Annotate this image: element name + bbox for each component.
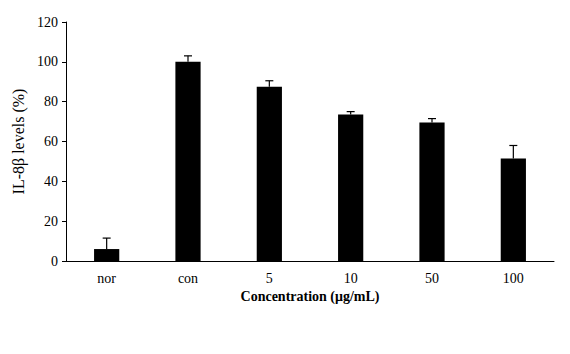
svg-text:100: 100 <box>503 271 524 286</box>
svg-text:50: 50 <box>425 271 439 286</box>
svg-text:IL-8β levels (%): IL-8β levels (%) <box>10 89 28 195</box>
svg-text:Concentration (μg/mL): Concentration (μg/mL) <box>241 289 380 305</box>
svg-text:100: 100 <box>37 54 58 69</box>
svg-text:con: con <box>178 271 198 286</box>
svg-text:5: 5 <box>266 271 273 286</box>
svg-text:120: 120 <box>37 15 58 30</box>
svg-text:60: 60 <box>44 134 58 149</box>
svg-text:10: 10 <box>344 271 358 286</box>
svg-text:80: 80 <box>44 94 58 109</box>
svg-text:nor: nor <box>97 271 116 286</box>
svg-text:40: 40 <box>44 174 58 189</box>
svg-text:20: 20 <box>44 214 58 229</box>
svg-text:0: 0 <box>51 254 58 269</box>
